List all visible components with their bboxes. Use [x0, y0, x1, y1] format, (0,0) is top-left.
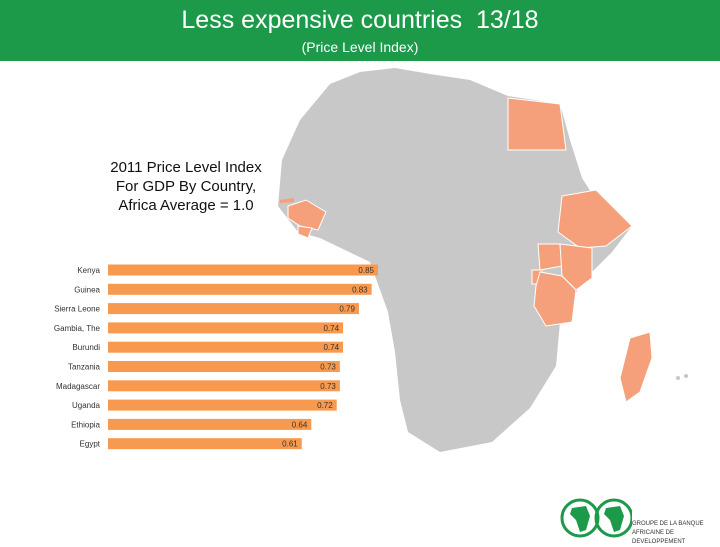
- value-label: 0.74: [323, 343, 339, 352]
- value-label: 0.72: [317, 401, 333, 410]
- madagascar-shape: [619, 331, 653, 403]
- value-label: 0.64: [292, 420, 308, 429]
- guinea-shape: [287, 199, 327, 231]
- gambia-shape: [280, 198, 294, 203]
- kenya-shape: [559, 243, 593, 291]
- sierra-leone-shape: [297, 225, 313, 239]
- island-dot: [684, 374, 688, 378]
- value-label: 0.73: [320, 382, 336, 391]
- category-label: Guinea: [74, 285, 100, 294]
- bar: [108, 322, 344, 334]
- value-label: 0.74: [323, 324, 339, 333]
- bar: [108, 361, 340, 372]
- bar: [108, 380, 340, 392]
- afdb-logo-text: GROUPE DE LA BANQUE AFRICAINE DE DEVELOP…: [632, 520, 720, 547]
- category-label: Sierra Leone: [54, 305, 100, 314]
- ethiopia-shape: [557, 189, 633, 249]
- bar: [108, 283, 372, 295]
- value-label: 0.85: [358, 266, 374, 275]
- category-label: Madagascar: [56, 382, 100, 391]
- category-label: Ethiopia: [71, 420, 100, 429]
- tanzania-shape: [533, 271, 577, 327]
- category-label: Egypt: [80, 440, 101, 449]
- title-banner: [0, 0, 720, 61]
- value-label: 0.83: [352, 285, 368, 294]
- page-subtitle: (Price Level Index): [301, 39, 419, 55]
- bar: [108, 303, 359, 315]
- page-title: Less expensive countries 13/18: [181, 6, 539, 34]
- afdb-logo: [560, 498, 632, 538]
- logo-line-2: AFRICAINE DE DEVELOPPEMENT: [632, 530, 686, 545]
- category-label: Kenya: [77, 266, 100, 275]
- category-label: Gambia, The: [54, 324, 101, 333]
- value-label: 0.79: [339, 305, 355, 314]
- bar: [108, 341, 344, 353]
- bar: [108, 264, 378, 276]
- logo-line-1: GROUPE DE LA BANQUE: [632, 521, 704, 527]
- bar: [108, 399, 337, 411]
- africa-landmass: [278, 68, 632, 452]
- category-label: Burundi: [72, 343, 100, 352]
- category-label: Tanzania: [68, 363, 101, 372]
- bar: [108, 438, 302, 450]
- chart-title: 2011 Price Level Index For GDP By Countr…: [110, 159, 262, 214]
- value-label: 0.61: [282, 440, 298, 449]
- value-label: 0.73: [320, 363, 336, 372]
- egypt-shape: [507, 97, 567, 151]
- bar: [108, 418, 312, 430]
- category-label: Uganda: [72, 401, 101, 410]
- island-dot: [676, 376, 680, 380]
